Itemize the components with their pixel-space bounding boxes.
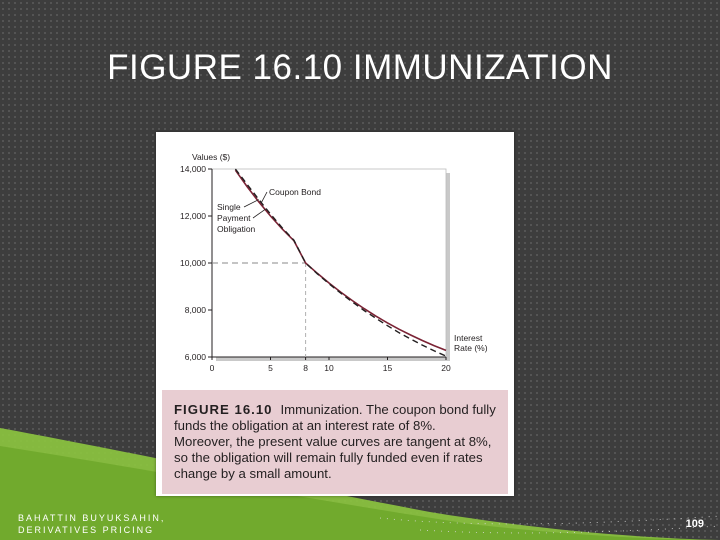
y-tick-label: 6,000: [185, 352, 207, 362]
annotation-obligation-line2: Payment: [217, 213, 251, 223]
figure-card: 6,000 8,000 10,000 12,000 14,000 0 5 8 10 15 20 Val…: [156, 132, 514, 496]
annotation-obligation-leader: [243, 199, 259, 208]
footer-author: BAHATTIN BUYUKSAHIN, DERIVATIVES PRICING: [18, 513, 166, 535]
page-number: 109: [685, 518, 704, 530]
y-axis-title: Values ($): [192, 152, 230, 162]
plot-panel: [211, 168, 447, 358]
y-tick-label: 8,000: [185, 305, 207, 315]
x-axis-title-line: Interest: [454, 333, 483, 343]
immunization-chart: 6,000 8,000 10,000 12,000 14,000 0 5 8 10 15 20 Val…: [157, 138, 513, 384]
chart-area: 6,000 8,000 10,000 12,000 14,000 0 5 8 10 15 20 Val…: [156, 132, 514, 384]
annotation-coupon-bond-leader: [260, 191, 268, 204]
x-tick-label: 8: [303, 363, 308, 373]
annotation-obligation-leader-2: [252, 208, 267, 219]
y-tick-label: 12,000: [180, 211, 206, 221]
x-tick-label: 0: [210, 363, 215, 373]
x-tick-label: 20: [441, 363, 451, 373]
x-tick-label: 15: [383, 363, 393, 373]
figure-caption-label: FIGURE 16.10: [174, 402, 273, 417]
annotation-obligation-line1: Single: [217, 202, 241, 212]
y-tick-label: 10,000: [180, 258, 206, 268]
figure-caption-text: Immunization. The coupon bond fully fund…: [174, 402, 496, 481]
annotation-obligation-line3: Obligation: [217, 224, 256, 234]
green-swoosh-decoration: [0, 428, 720, 540]
figure-caption: FIGURE 16.10 Immunization. The coupon bon…: [162, 390, 508, 494]
single-payment-obligation-line: [234, 168, 447, 357]
x-tick-label: 10: [324, 363, 334, 373]
slide-title: FIGURE 16.10 IMMUNIZATION: [107, 48, 613, 87]
x-tick-label: 5: [268, 363, 273, 373]
x-axis-title-line: Rate (%): [454, 343, 488, 353]
y-tick-label: 14,000: [180, 164, 206, 174]
coupon-bond-line: [234, 169, 447, 352]
annotation-coupon-bond: Coupon Bond: [269, 187, 321, 197]
